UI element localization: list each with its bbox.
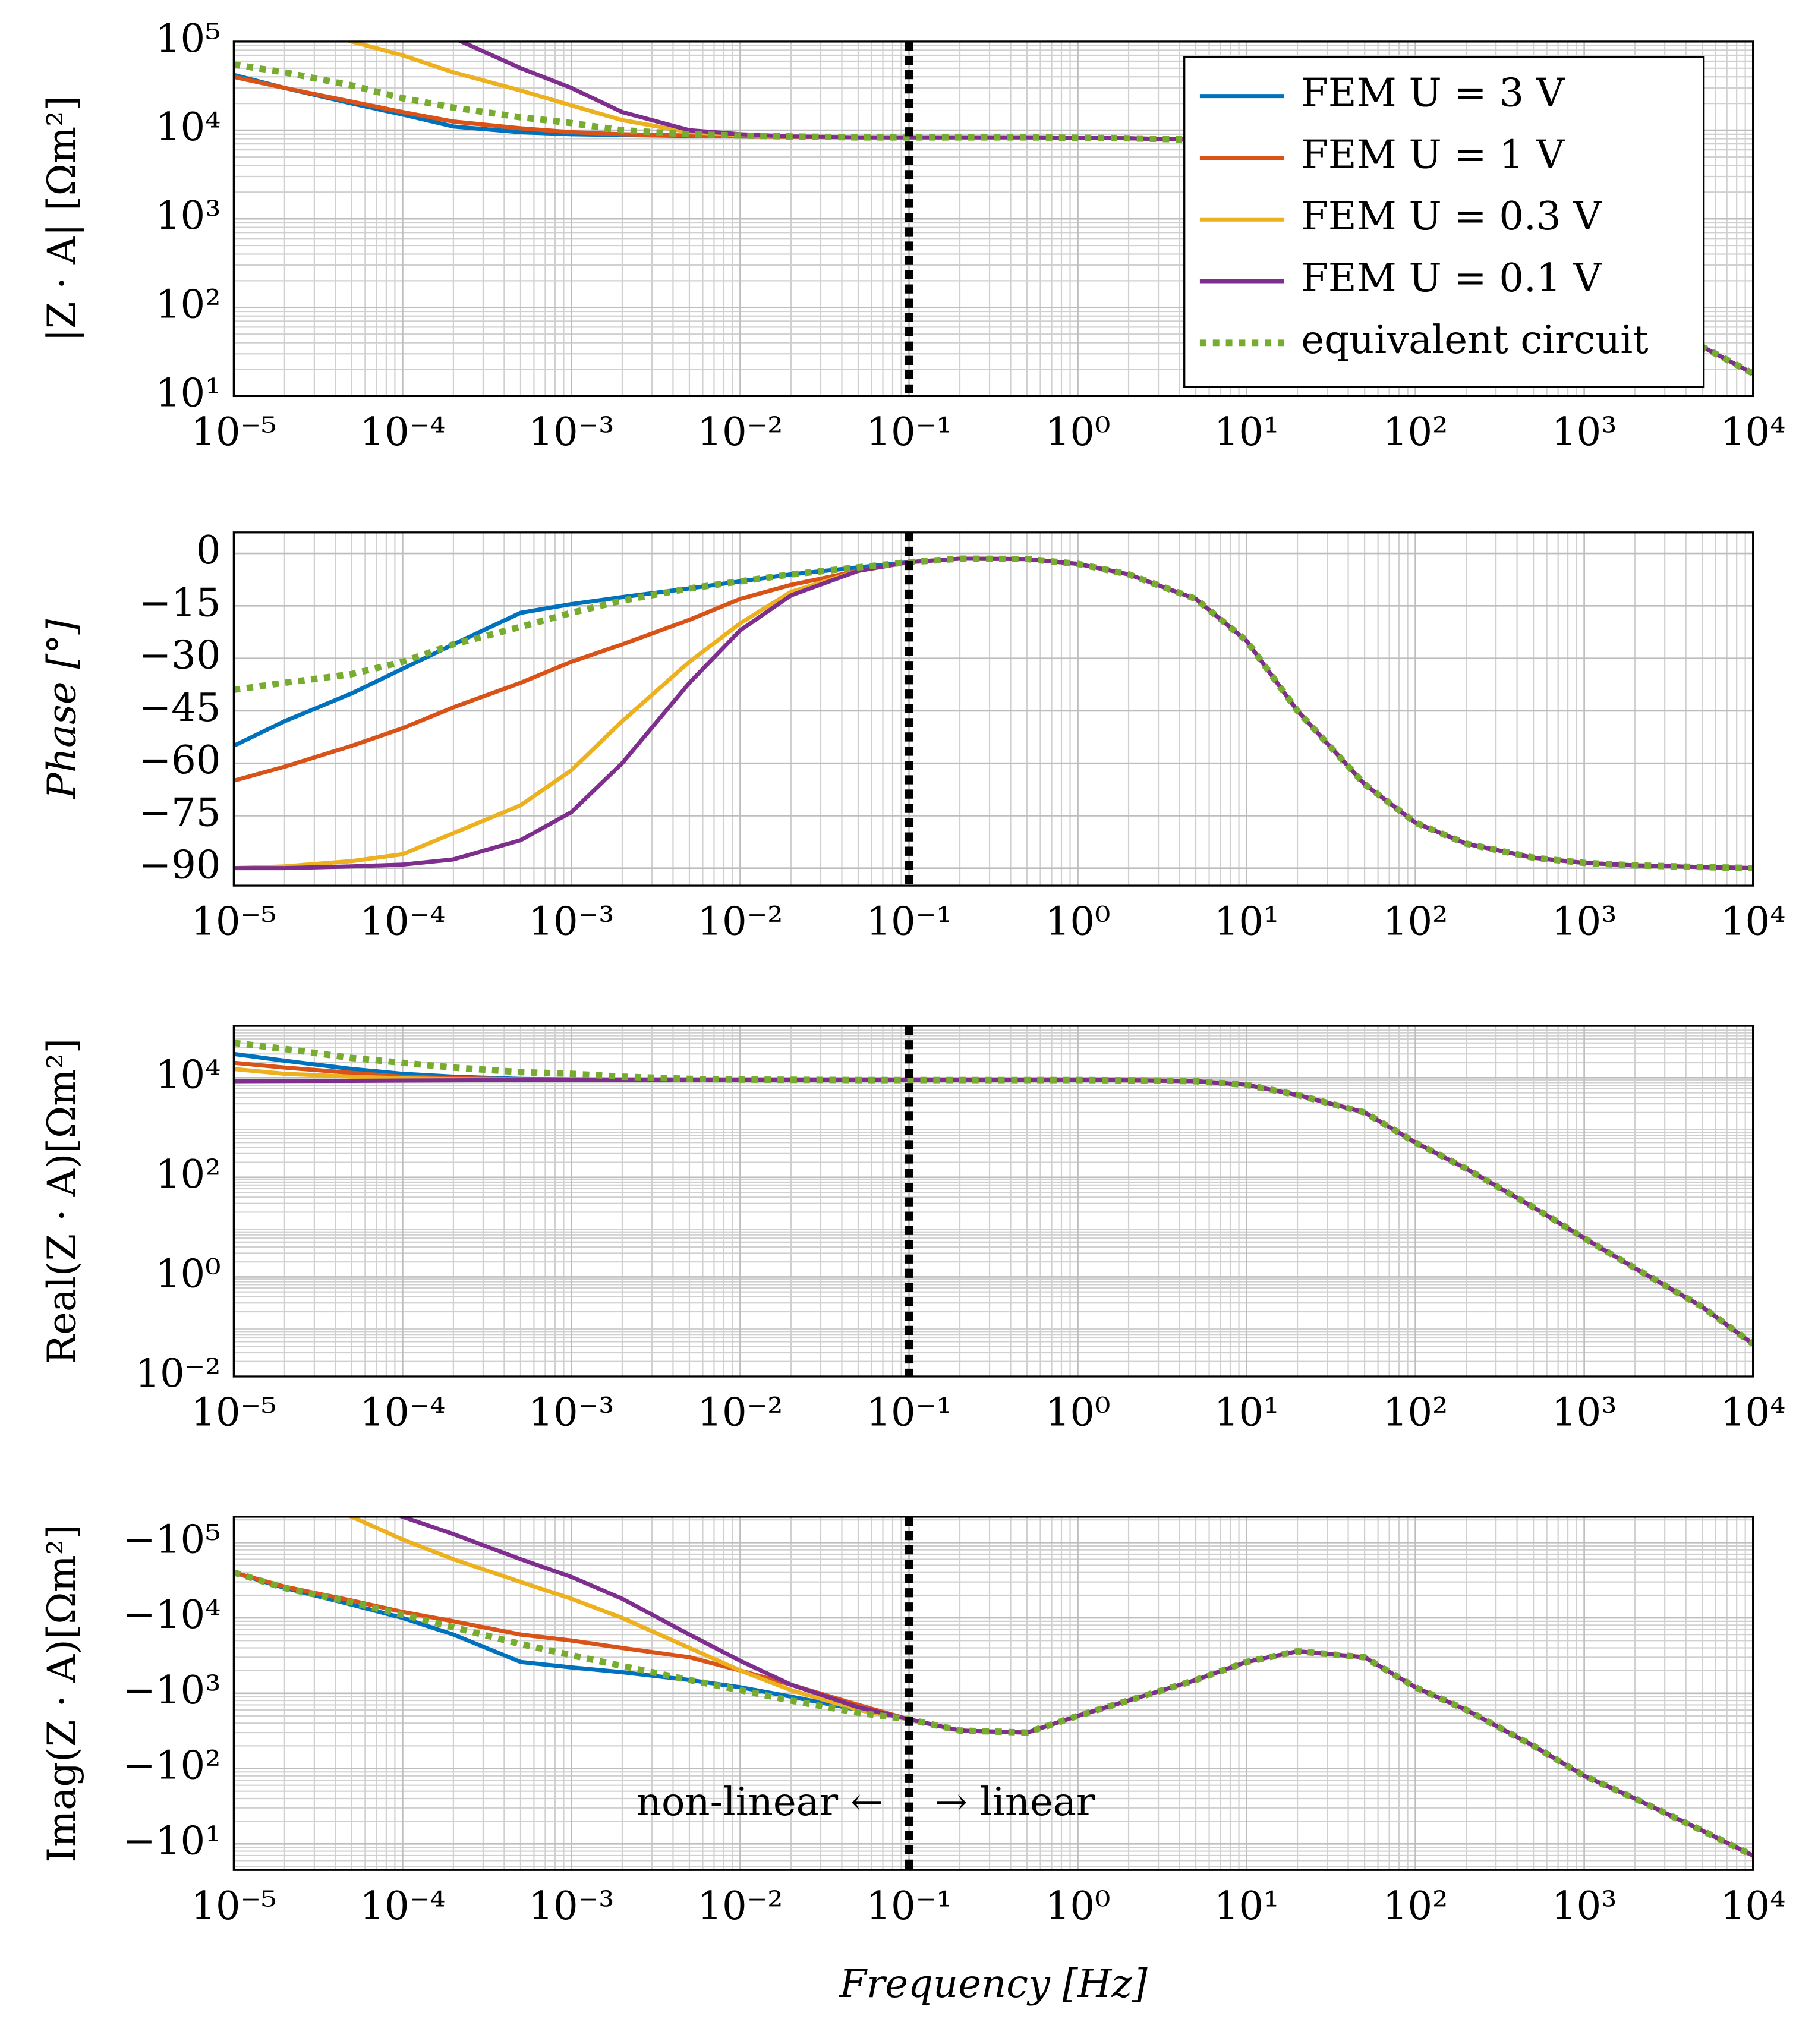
- legend-label: FEM U = 0.3 V: [1301, 194, 1602, 239]
- x-tick-label: 10³: [1552, 899, 1617, 944]
- x-tick-label: 10¹: [1214, 1390, 1280, 1435]
- y-tick-label: 10³: [156, 193, 221, 238]
- legend-label: FEM U = 3 V: [1301, 71, 1565, 116]
- x-tick-label: 10⁴: [1721, 410, 1786, 455]
- x-tick-label: 10⁴: [1721, 1884, 1786, 1929]
- y-tick-label: −45: [138, 685, 220, 730]
- x-tick-label: 10⁻³: [528, 1884, 614, 1929]
- plot-area: [234, 1026, 1753, 1377]
- annotation: → linear: [935, 1780, 1095, 1825]
- y-tick-label: 10¹: [156, 370, 221, 415]
- y-tick-label: 10⁴: [156, 1052, 221, 1097]
- x-tick-label: 10²: [1383, 899, 1448, 944]
- x-tick-label: 10⁻⁴: [360, 410, 445, 455]
- x-tick-label: 10⁻²: [697, 899, 783, 944]
- x-axis-label: Frequency [Hz]: [839, 1961, 1148, 2007]
- y-tick-label: −10⁵: [123, 1517, 221, 1562]
- x-tick-label: 10¹: [1214, 899, 1280, 944]
- y-tick-label: −75: [138, 790, 220, 835]
- x-tick-label: 10⁴: [1721, 899, 1786, 944]
- axes-frame: [232, 1025, 1754, 1378]
- y-tick-label: 10⁰: [156, 1251, 221, 1296]
- y-tick-label: −10²: [123, 1743, 221, 1788]
- subplot: 10⁻⁵ 10⁻⁴ 10⁻³ 10⁻² 10⁻¹ 10⁰ 10¹ 10² 10³ 10⁴ 10⁻² 1…: [39, 1025, 1786, 1435]
- x-tick-label: 10⁻⁵: [191, 410, 276, 455]
- axes-frame: [232, 1516, 1754, 1871]
- x-tick-label: 10⁻¹: [866, 1390, 951, 1435]
- y-tick-label: 10⁻²: [135, 1351, 220, 1396]
- x-tick-label: 10⁰: [1045, 1390, 1111, 1435]
- y-axis-label: Phase [°]: [39, 619, 84, 799]
- x-tick-label: 10⁻⁴: [360, 1390, 445, 1435]
- y-tick-label: 10²: [156, 1152, 221, 1197]
- y-tick-label: −10³: [123, 1668, 221, 1713]
- subplot: 10⁻⁵ 10⁻⁴ 10⁻³ 10⁻² 10⁻¹ 10⁰ 10¹ 10² 10³ 10⁴ −10¹ −…: [39, 1516, 1786, 2007]
- x-tick-label: 10¹: [1214, 1884, 1280, 1929]
- x-tick-label: 10²: [1383, 1390, 1448, 1435]
- x-tick-label: 10⁰: [1045, 899, 1111, 944]
- legend-box: [1183, 56, 1705, 388]
- series-line: [234, 556, 1753, 871]
- legend-label: equivalent circuit: [1301, 317, 1648, 363]
- x-tick-label: 10⁻³: [528, 1390, 614, 1435]
- y-axis-label: |Z · A| [Ωm²]: [39, 96, 84, 342]
- series-line: [234, 556, 1753, 871]
- plot-area: [234, 1516, 1753, 1870]
- x-tick-label: 10³: [1552, 1884, 1617, 1929]
- series-line: [234, 1040, 1753, 1347]
- x-tick-label: 10⁻²: [697, 1884, 783, 1929]
- y-tick-label: 10⁵: [156, 16, 221, 61]
- x-tick-label: 10⁻³: [528, 899, 614, 944]
- series-line: [234, 1569, 1753, 1859]
- y-tick-label: 0: [196, 528, 221, 573]
- series-line: [234, 556, 1753, 871]
- x-tick-label: 10²: [1383, 1884, 1448, 1929]
- axes-frame: [232, 40, 1754, 398]
- x-tick-label: 10⁴: [1721, 1390, 1786, 1435]
- y-tick-label: −15: [138, 580, 220, 625]
- x-tick-label: 10⁻⁴: [360, 1884, 445, 1929]
- x-tick-label: 10³: [1552, 1390, 1617, 1435]
- x-tick-label: 10⁻²: [697, 410, 783, 455]
- plot-area: [234, 532, 1753, 886]
- legend-label: FEM U = 0.1 V: [1301, 256, 1602, 301]
- y-tick-label: −10⁴: [123, 1592, 221, 1637]
- x-tick-label: 10⁰: [1045, 410, 1111, 455]
- y-tick-label: −10¹: [123, 1818, 221, 1863]
- x-tick-label: 10⁻¹: [866, 1884, 951, 1929]
- series-line: [234, 556, 1753, 871]
- x-tick-label: 10²: [1383, 410, 1448, 455]
- annotation: non-linear ←: [637, 1780, 883, 1825]
- x-tick-label: 10³: [1552, 410, 1617, 455]
- x-tick-label: 10⁻¹: [866, 899, 951, 944]
- y-axis-label: Imag(Z · A)[Ωm²]: [39, 1524, 84, 1862]
- y-tick-label: 10²: [156, 282, 221, 327]
- x-tick-label: 10⁻²: [697, 1390, 783, 1435]
- legend-label: FEM U = 1 V: [1301, 132, 1565, 177]
- x-tick-label: 10⁻¹: [866, 410, 951, 455]
- subplot: 10⁻⁵ 10⁻⁴ 10⁻³ 10⁻² 10⁻¹ 10⁰ 10¹ 10² 10³ 10⁴ 10¹ 10…: [39, 16, 1786, 455]
- y-tick-label: −30: [138, 633, 220, 678]
- y-tick-label: −60: [138, 738, 220, 783]
- x-tick-label: 10¹: [1214, 410, 1280, 455]
- x-tick-label: 10⁻⁵: [191, 1390, 276, 1435]
- x-tick-label: 10⁻⁵: [191, 899, 276, 944]
- y-axis-label: Real(Z · A)[Ωm²]: [39, 1038, 84, 1365]
- subplot: 10⁻⁵ 10⁻⁴ 10⁻³ 10⁻² 10⁻¹ 10⁰ 10¹ 10² 10³ 10⁴ −90 −7…: [39, 528, 1785, 944]
- legend: FEM U = 3 V FEM U = 1 V FEM U = 0.3 V FEM U…: [1183, 56, 1705, 388]
- x-tick-label: 10⁻⁴: [360, 899, 445, 944]
- series-line: [234, 555, 1753, 872]
- x-tick-label: 10⁻³: [528, 410, 614, 455]
- axes-frame: [232, 531, 1754, 887]
- x-tick-label: 10⁻⁵: [191, 1884, 276, 1929]
- x-tick-label: 10⁰: [1045, 1884, 1111, 1929]
- y-tick-label: 10⁴: [156, 105, 221, 150]
- y-tick-label: −90: [138, 843, 220, 888]
